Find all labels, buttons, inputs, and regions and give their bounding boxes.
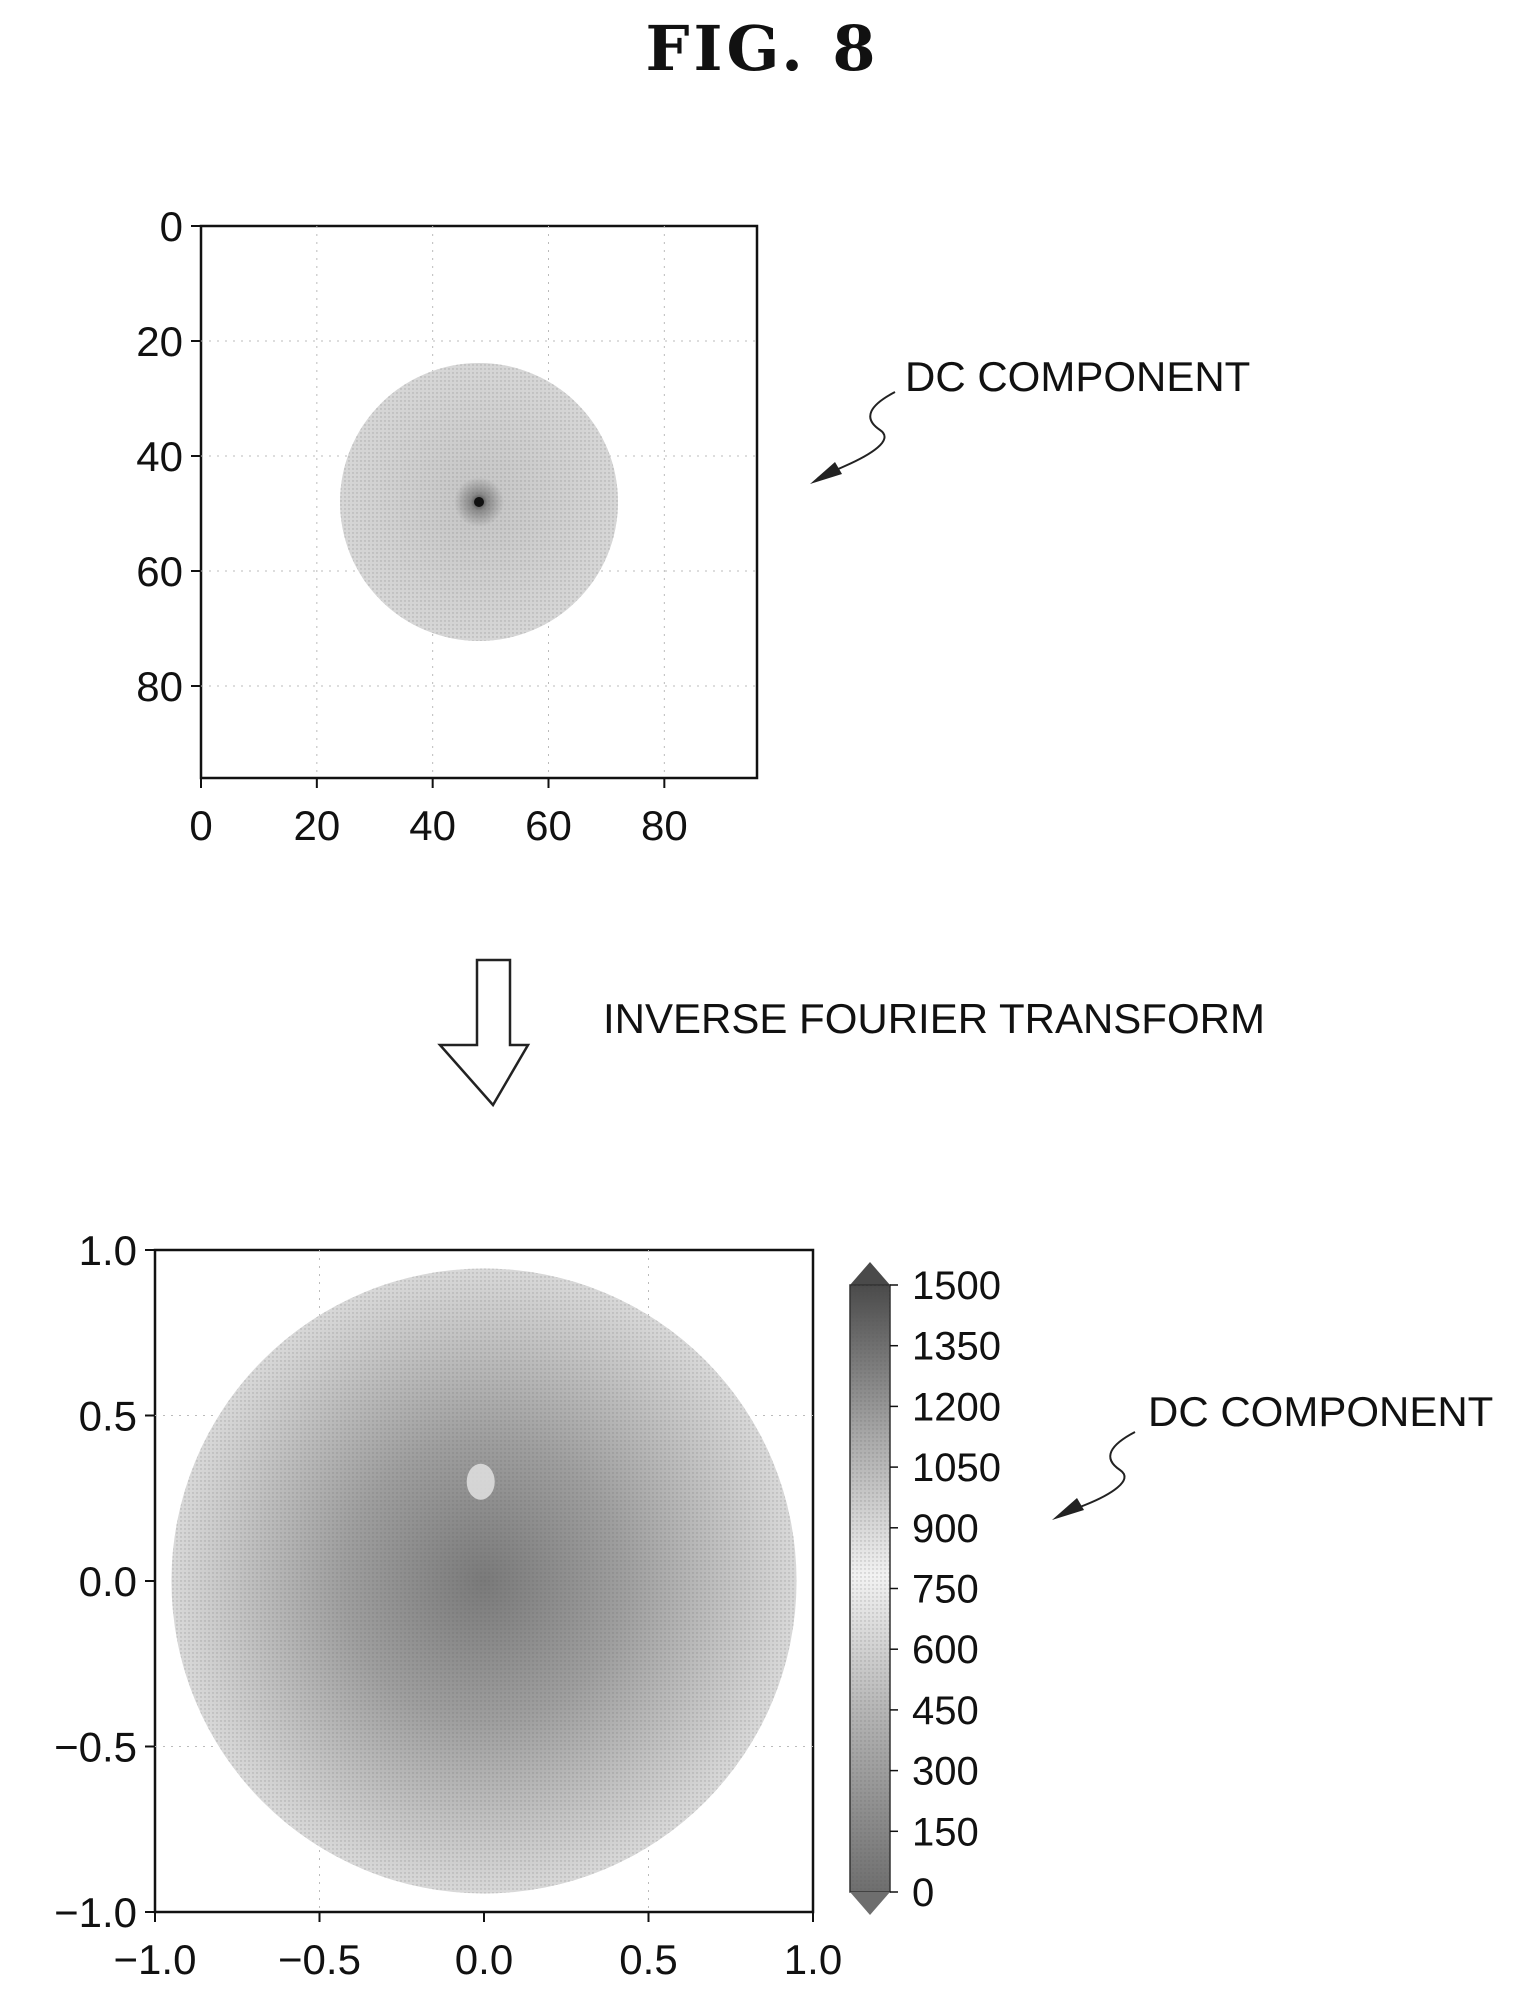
top-y-tick-label: 60	[136, 548, 183, 595]
bottom-bright-spot	[466, 1463, 495, 1500]
colorbar-tick-label: 600	[912, 1628, 979, 1672]
top-y-tick-label: 0	[160, 203, 183, 250]
bottom-x-tick-label: −1.0	[114, 1936, 197, 1983]
top-y-tick-label: 20	[136, 318, 183, 365]
bottom-x-tick-label: 0.5	[619, 1936, 677, 1983]
down-arrow-icon	[437, 958, 531, 1108]
top-x-tick-label: 40	[409, 802, 456, 849]
dc-component-label-bottom: DC COMPONENT	[1148, 1388, 1494, 1435]
colorbar-tick-label: 0	[912, 1871, 934, 1915]
bottom-x-tick-label: −0.5	[278, 1936, 361, 1983]
top-dc-peak	[474, 497, 484, 507]
colorbar	[849, 1262, 891, 1915]
bottom-y-tick-label: 1.0	[79, 1227, 137, 1274]
top-dc-arrow	[810, 391, 896, 484]
colorbar-tick-label: 1050	[912, 1446, 1001, 1490]
bottom-y-tick-label: 0.5	[79, 1393, 137, 1440]
colorbar-tick-label: 750	[912, 1568, 979, 1612]
bottom-dc-arrow	[1052, 1431, 1136, 1520]
top-y-tick-label: 80	[136, 663, 183, 710]
top-spectrum-disk	[340, 363, 618, 641]
bottom-disk-texture	[171, 1268, 797, 1894]
top-plot-ticks: 0 20 40 60 80 0 20 40 60 80	[136, 203, 687, 849]
colorbar-tick-label: 1200	[912, 1385, 1001, 1429]
bottom-plot-ticks: −1.0 −0.5 0.0 0.5 1.0 1.0 0.5 0.0 −0.5 −1.0	[54, 1227, 842, 1983]
bottom-y-tick-label: −0.5	[54, 1724, 137, 1771]
colorbar-tick-label: 1500	[912, 1264, 1001, 1308]
top-x-tick-label: 60	[525, 802, 572, 849]
bottom-x-tick-label: 0.0	[455, 1936, 513, 1983]
bottom-y-tick-label: −1.0	[54, 1889, 137, 1936]
top-y-tick-label: 40	[136, 433, 183, 480]
colorbar-tick-label: 1350	[912, 1325, 1001, 1369]
top-x-tick-label: 20	[293, 802, 340, 849]
bottom-y-tick-label: 0.0	[79, 1558, 137, 1605]
colorbar-tick-label: 150	[912, 1810, 979, 1854]
inverse-fourier-transform-label: INVERSE FOURIER TRANSFORM	[603, 995, 1265, 1042]
dc-component-label-top: DC COMPONENT	[905, 353, 1251, 400]
colorbar-tick-label: 450	[912, 1689, 979, 1733]
top-x-tick-label: 80	[641, 802, 688, 849]
bottom-intensity-disk	[171, 1268, 797, 1894]
colorbar-tick-label: 300	[912, 1750, 979, 1794]
bottom-x-tick-label: 1.0	[784, 1936, 842, 1983]
figure-title: FIG. 8	[645, 12, 880, 85]
top-x-tick-label: 0	[189, 802, 212, 849]
colorbar-tick-label: 900	[912, 1507, 979, 1551]
